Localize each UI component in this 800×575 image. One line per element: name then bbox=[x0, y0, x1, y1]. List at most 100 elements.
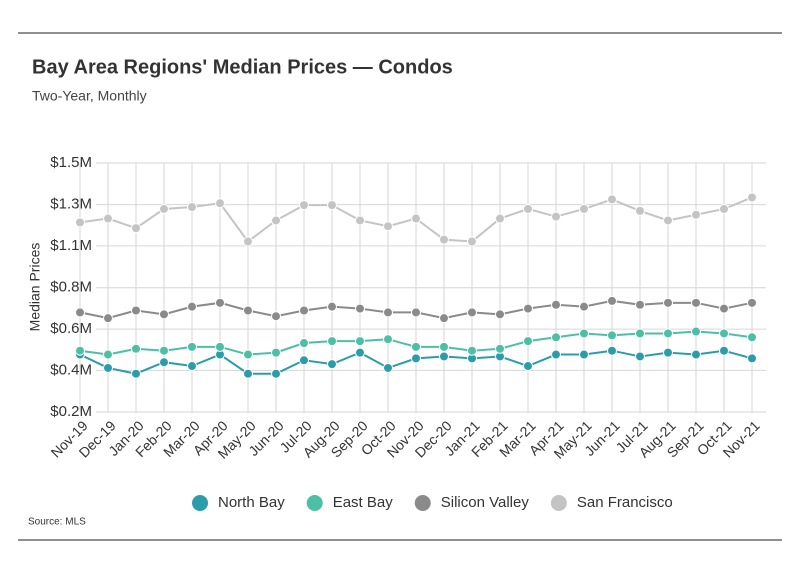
point bbox=[691, 209, 701, 220]
point bbox=[551, 332, 561, 343]
point bbox=[327, 359, 337, 370]
point bbox=[523, 303, 533, 314]
point bbox=[159, 309, 169, 320]
point bbox=[663, 297, 673, 308]
chart-title: Bay Area Regions' Median Prices — Condos bbox=[32, 56, 453, 78]
point bbox=[383, 221, 393, 232]
point bbox=[243, 368, 253, 379]
point bbox=[691, 297, 701, 308]
y-tick-label: $1.1M bbox=[50, 237, 92, 254]
point bbox=[747, 297, 757, 308]
point bbox=[579, 203, 589, 214]
point bbox=[383, 307, 393, 318]
point bbox=[467, 307, 477, 318]
point bbox=[691, 326, 701, 337]
point bbox=[411, 307, 421, 318]
legend-marker bbox=[550, 495, 567, 511]
point bbox=[551, 349, 561, 360]
point bbox=[355, 215, 365, 226]
legend-marker bbox=[192, 495, 208, 511]
legend-label: East Bay bbox=[333, 494, 394, 511]
point bbox=[495, 343, 505, 354]
point bbox=[131, 368, 141, 379]
point bbox=[299, 338, 309, 349]
point bbox=[355, 347, 365, 358]
point bbox=[215, 198, 225, 209]
y-tick-label: $0.2M bbox=[50, 403, 92, 420]
point bbox=[747, 353, 757, 364]
point bbox=[75, 345, 85, 356]
point bbox=[579, 328, 589, 339]
point bbox=[439, 351, 449, 362]
point bbox=[411, 341, 421, 352]
point bbox=[719, 303, 729, 314]
y-axis-label: Median Prices bbox=[27, 243, 43, 332]
point bbox=[747, 332, 757, 343]
point bbox=[383, 334, 393, 345]
point bbox=[299, 305, 309, 316]
point bbox=[523, 361, 533, 372]
point bbox=[635, 351, 645, 362]
point bbox=[523, 203, 533, 214]
y-tick-label: $1.5M bbox=[50, 154, 92, 171]
point bbox=[663, 328, 673, 339]
point bbox=[691, 349, 701, 360]
point bbox=[439, 313, 449, 324]
point bbox=[551, 299, 561, 310]
point bbox=[579, 349, 589, 360]
point bbox=[131, 305, 141, 316]
point bbox=[663, 347, 673, 358]
point bbox=[411, 353, 421, 364]
point bbox=[439, 234, 449, 245]
legend-label: San Francisco bbox=[577, 494, 673, 511]
point bbox=[271, 347, 281, 358]
point bbox=[607, 295, 617, 306]
point bbox=[103, 213, 113, 224]
point bbox=[215, 341, 225, 352]
chart-subtitle: Two-Year, Monthly bbox=[32, 88, 147, 104]
point bbox=[327, 200, 337, 211]
point bbox=[411, 213, 421, 224]
point bbox=[607, 345, 617, 356]
y-tick-label: $0.4M bbox=[50, 361, 92, 378]
point bbox=[187, 202, 197, 213]
point bbox=[551, 211, 561, 222]
point bbox=[131, 223, 141, 234]
point bbox=[131, 343, 141, 354]
point bbox=[299, 355, 309, 366]
point bbox=[355, 303, 365, 314]
point bbox=[355, 336, 365, 347]
point bbox=[607, 194, 617, 205]
point bbox=[719, 203, 729, 214]
point bbox=[495, 213, 505, 224]
point bbox=[243, 236, 253, 247]
point bbox=[243, 305, 253, 316]
point bbox=[467, 345, 477, 356]
point bbox=[663, 215, 673, 226]
legend-label: Silicon Valley bbox=[441, 494, 530, 511]
point bbox=[159, 203, 169, 214]
point bbox=[187, 361, 197, 372]
legend-marker bbox=[306, 495, 323, 511]
point bbox=[103, 362, 113, 373]
point bbox=[439, 341, 449, 352]
point bbox=[747, 192, 757, 203]
point bbox=[103, 349, 113, 360]
point bbox=[635, 299, 645, 310]
y-tick-label: $0.6M bbox=[50, 320, 92, 337]
point bbox=[467, 236, 477, 247]
point bbox=[635, 205, 645, 216]
point bbox=[299, 200, 309, 211]
point bbox=[75, 307, 85, 318]
point bbox=[75, 217, 85, 228]
legend-label: North Bay bbox=[218, 494, 285, 511]
point bbox=[523, 336, 533, 347]
point bbox=[607, 330, 617, 341]
point bbox=[215, 297, 225, 308]
point bbox=[579, 301, 589, 312]
point bbox=[327, 301, 337, 312]
point bbox=[159, 345, 169, 356]
point bbox=[187, 301, 197, 312]
source: Source: MLS bbox=[28, 517, 86, 528]
